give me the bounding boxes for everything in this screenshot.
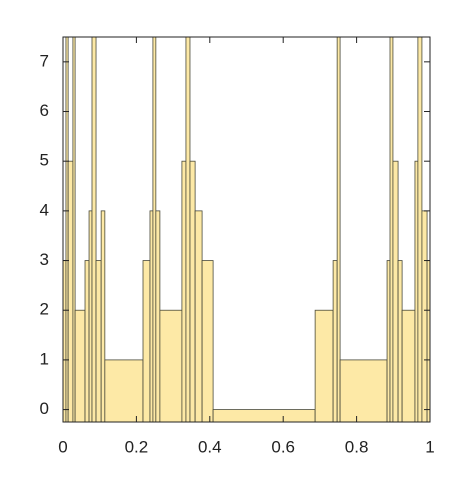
y-tick-label: 7	[40, 51, 49, 70]
bar	[314, 309, 334, 422]
bar	[100, 210, 106, 422]
bar	[72, 37, 76, 422]
bar	[84, 260, 90, 422]
bar	[74, 309, 86, 422]
bar	[149, 210, 154, 422]
bar	[397, 260, 403, 422]
bar	[401, 309, 416, 422]
y-tick-label: 0	[40, 399, 49, 418]
bar	[386, 260, 391, 422]
bar	[194, 210, 203, 422]
x-tick-label: 1	[425, 437, 434, 456]
bar	[336, 37, 341, 422]
bar	[95, 260, 102, 422]
bar	[392, 160, 399, 422]
axes-box	[62, 36, 431, 423]
bar	[159, 309, 183, 422]
bar	[155, 210, 161, 422]
bar	[332, 260, 338, 422]
x-tick-label: 0.2	[125, 437, 149, 456]
bar	[414, 160, 419, 422]
bar	[181, 160, 187, 422]
y-tick-label: 2	[40, 300, 49, 319]
y-tick-label: 6	[40, 101, 49, 120]
y-tick-label: 4	[40, 200, 49, 219]
bar	[339, 359, 388, 422]
x-tick-label: 0	[58, 437, 67, 456]
x-tick-label: 0.4	[198, 437, 222, 456]
bar	[212, 409, 316, 422]
y-tick-label: 3	[40, 250, 49, 269]
bar	[91, 37, 97, 422]
bar	[417, 37, 423, 422]
bar	[88, 210, 93, 422]
bar	[389, 37, 394, 422]
bar	[189, 160, 196, 422]
bar	[142, 260, 151, 422]
bar	[421, 210, 428, 422]
bar	[152, 37, 157, 422]
x-tick-label: 0.6	[271, 437, 295, 456]
bar	[104, 359, 144, 422]
x-tick-label: 0.8	[345, 437, 369, 456]
bar	[185, 37, 191, 422]
y-tick-label: 5	[40, 151, 49, 170]
bar	[201, 260, 214, 422]
plot-area	[63, 37, 430, 422]
bar	[67, 160, 74, 422]
y-tick-label: 1	[40, 349, 49, 368]
